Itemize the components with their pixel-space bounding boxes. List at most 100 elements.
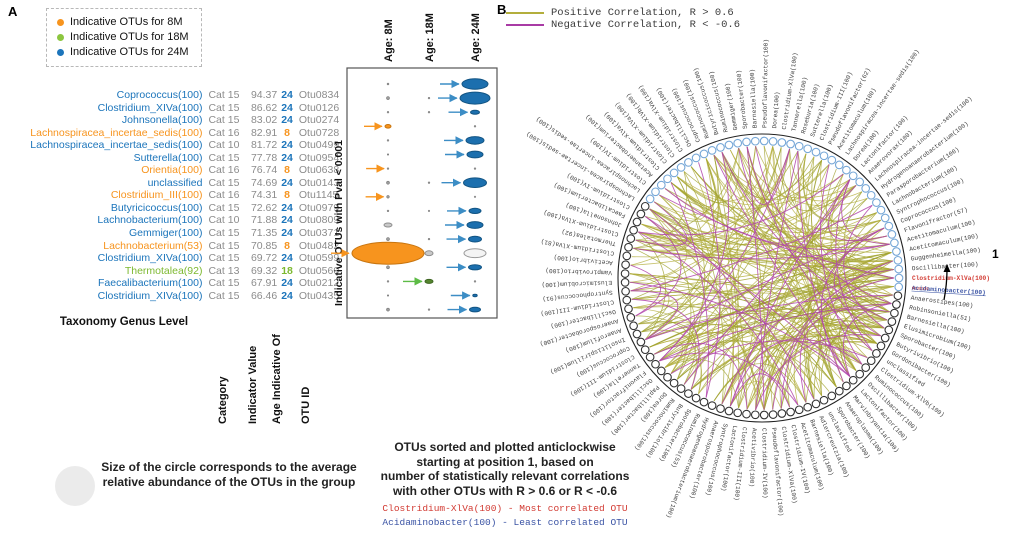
table-cell: 69.72 — [250, 252, 278, 265]
otu-node — [656, 180, 666, 190]
otu-node — [626, 313, 636, 322]
otu-node — [872, 349, 881, 358]
caption-line: starting at position 1, based on — [416, 454, 594, 469]
table-cell: Otu0728 — [298, 126, 340, 139]
otu-node — [794, 405, 804, 415]
otu-node — [742, 137, 751, 147]
legend-label: Indicative OTUs for 24M — [70, 46, 189, 58]
svg-text:Age: 24M: Age: 24M — [470, 13, 482, 62]
otu-label: Pseudoflavonifactor(100) — [761, 39, 769, 128]
otu-label: Oscillibacter(100) — [912, 261, 979, 272]
table-row: unclassified Cat 15 74.69 24 Otu0143 — [6, 177, 348, 190]
otu-node — [651, 359, 660, 369]
table-cell: Cat 15 — [208, 89, 240, 101]
table-cell: 8 — [284, 189, 290, 202]
table-cell: 24 — [281, 214, 293, 227]
otu-node — [724, 140, 734, 150]
most-correlated-note: Clostridium-XlVa(100) - Most correlated … — [382, 503, 628, 514]
table-cell: unclassified — [147, 176, 203, 189]
table-cell: 86.62 — [250, 101, 278, 114]
otu-node — [733, 138, 743, 148]
panel-a-legend: Indicative OTUs for 8M Indicative OTUs fo… — [46, 8, 202, 67]
otu-node — [768, 410, 778, 419]
table-cell: Cat 15 — [208, 277, 240, 290]
otu-node — [866, 356, 876, 366]
otu-node — [733, 408, 743, 418]
otu-node — [894, 273, 904, 283]
otu-node — [750, 136, 760, 146]
otu-node — [777, 138, 787, 147]
table-cell: Otu0499 — [298, 139, 340, 152]
table-cell: 71.88 — [250, 214, 278, 227]
highlight-otu-id: Otu0126 — [912, 287, 930, 292]
otu-node — [724, 406, 734, 416]
category-header: Category — [217, 376, 229, 424]
otu-node — [622, 295, 632, 305]
otu-node — [890, 238, 899, 248]
otu-node — [645, 352, 655, 362]
table-cell: Otu0599 — [298, 252, 340, 265]
table-cell: Cat 15 — [208, 151, 240, 164]
table-cell: 24 — [281, 227, 293, 240]
table-cell: Cat 15 — [208, 176, 240, 189]
otu-node — [884, 325, 894, 335]
table-cell: Lachnobacterium(100) — [97, 214, 203, 227]
otu-node — [676, 163, 686, 172]
table-cell: Faecalibacterium(100) — [98, 277, 203, 290]
correlation-legend-item: Positive Correlation, R > 0.6 — [506, 7, 740, 19]
otu-node — [855, 177, 865, 187]
otu-node — [626, 234, 636, 243]
taxonomy-header: Taxonomy Genus Level — [59, 316, 189, 328]
table-cell: Thermotalea(92) — [124, 264, 203, 277]
otu-node — [892, 247, 901, 256]
otu-node — [803, 402, 813, 412]
table-cell: Coprococcus(100) — [116, 89, 203, 101]
legend-item: Indicative OTUs for 24M — [57, 45, 189, 60]
correlation-chords — [630, 145, 895, 411]
table-cell: 94.37 — [250, 89, 278, 101]
otu-node — [669, 378, 679, 388]
indicator-table: Coprococcus(100) Cat 15 94.37 24 Otu0834 Clos… — [6, 89, 348, 302]
otu-node — [651, 187, 660, 197]
otu-node — [699, 397, 709, 407]
table-cell: Cat 15 — [208, 201, 240, 214]
otu-label: Vampirovibrio(100) — [545, 267, 612, 276]
correlation-legend-item: Negative Correlation, R < -0.6 — [506, 19, 740, 31]
svg-text:Age: 8M: Age: 8M — [383, 19, 395, 62]
otu-node — [803, 144, 813, 154]
caption-line: OTUs sorted and plotted anticlockwise — [394, 440, 616, 454]
otu-node — [894, 264, 904, 274]
panel-a-label: A — [8, 4, 18, 19]
correlation-circle-plot: Clostridium-XlVa(100) Acidaminobacter(100… — [525, 39, 999, 519]
otu-id-header: OTU ID — [300, 386, 312, 424]
table-cell: Cat 15 — [208, 227, 240, 240]
otu-label: Barnesiella(100) — [749, 69, 759, 129]
otu-node — [827, 155, 837, 165]
otu-label: Dorea(100) — [771, 91, 781, 129]
table-cell: 66.46 — [250, 289, 278, 302]
table-cell: Clostridium_XIVa(100) — [97, 101, 203, 114]
table-cell: Lachnobacterium(53) — [103, 239, 203, 252]
otu-node — [866, 190, 876, 200]
table-cell: Clostridium_XIVa(100) — [97, 289, 203, 302]
otu-node — [811, 147, 821, 157]
otu-node — [636, 337, 646, 347]
otu-label: Clostridium-XlVa(100) — [912, 275, 990, 282]
legend-label: Indicative OTUs for 8M — [70, 16, 183, 28]
table-cell: Otu1145 — [298, 189, 339, 202]
otu-node — [855, 369, 865, 379]
table-row: Clostridium_XIVa(100) Cat 15 86.62 24 Otu012… — [6, 102, 348, 115]
table-cell: 24 — [281, 252, 293, 265]
table-row: Thermotalea(92) Cat 13 69.32 18 Otu0560 — [6, 265, 348, 278]
table-row: Gemmiger(100) Cat 15 71.35 24 Otu0371 — [6, 227, 348, 240]
least-correlated-note: Acidaminobacter(100) - Least correlated … — [382, 517, 628, 528]
otu-label: Elusimicrobium(100) — [541, 279, 612, 288]
legend-item: Indicative OTUs for 18M — [57, 30, 189, 45]
otu-node — [645, 194, 655, 204]
otu-node — [640, 201, 650, 211]
table-cell: 76.74 — [250, 164, 278, 177]
table-cell: Cat 15 — [208, 114, 240, 127]
otu-node — [819, 151, 829, 161]
ring-outline — [617, 133, 907, 423]
age-indicative-header: Age Indicative Of — [271, 334, 283, 424]
